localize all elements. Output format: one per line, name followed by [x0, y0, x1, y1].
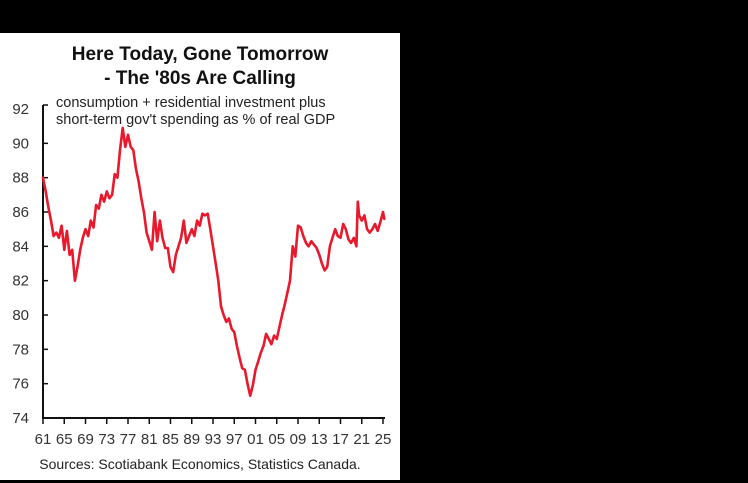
x-tick-label: 17 [332, 431, 349, 448]
chart-subtitle-line-2: short-term gov't spending as % of real G… [56, 112, 336, 128]
y-tick-label: 86 [12, 204, 29, 221]
x-tick-label: 85 [162, 431, 179, 448]
x-tick-label: 13 [311, 431, 328, 448]
x-tick-label: 05 [268, 431, 285, 448]
y-tick-label: 76 [12, 376, 29, 393]
line-chart: 74 76 78 80 82 84 86 88 90 92 61 65 69 73 77 81 85 89 93 9… [12, 101, 392, 448]
chart-subtitle: consumption + residential investment plu… [56, 95, 335, 129]
x-tick-label: 21 [353, 431, 370, 448]
x-tick-label: 81 [141, 431, 158, 448]
x-tick-label: 73 [98, 431, 115, 448]
y-tick-label: 88 [12, 170, 29, 187]
x-tick-label: 93 [205, 431, 222, 448]
y-tick-label: 90 [12, 135, 29, 152]
x-tick-label: 97 [226, 431, 243, 448]
y-tick-label: 82 [12, 273, 29, 290]
chart-title-line-1: Here Today, Gone Tomorrow [71, 44, 329, 65]
x-tick-label: 01 [247, 431, 264, 448]
x-axis: 61 65 69 73 77 81 85 89 93 97 01 05 09 13 17 21 25 [35, 417, 392, 448]
y-tick-label: 84 [12, 238, 29, 255]
x-tick-label: 69 [77, 431, 94, 448]
series-line [41, 126, 386, 398]
chart-title-line-2: - The '80s Are Calling [104, 68, 296, 89]
chart-source: Sources: Scotiabank Economics, Statistic… [39, 456, 361, 472]
y-tick-label: 80 [12, 307, 29, 324]
x-tick-label: 65 [56, 431, 73, 448]
chart-title: Here Today, Gone Tomorrow - The '80s Are… [0, 43, 400, 91]
y-tick-label: 78 [12, 341, 29, 358]
y-tick-label: 74 [12, 410, 29, 427]
x-tick-label: 61 [35, 431, 52, 448]
x-tick-label: 77 [120, 431, 137, 448]
chart-panel: Here Today, Gone Tomorrow - The '80s Are… [0, 33, 400, 480]
data-series [41, 126, 386, 398]
y-tick-label: 92 [12, 101, 29, 118]
x-tick-label: 89 [183, 431, 200, 448]
x-tick-label: 25 [375, 431, 392, 448]
x-tick-label: 09 [290, 431, 307, 448]
chart-subtitle-line-1: consumption + residential investment plu… [56, 95, 326, 111]
y-axis: 74 76 78 80 82 84 86 88 90 92 [12, 101, 48, 427]
